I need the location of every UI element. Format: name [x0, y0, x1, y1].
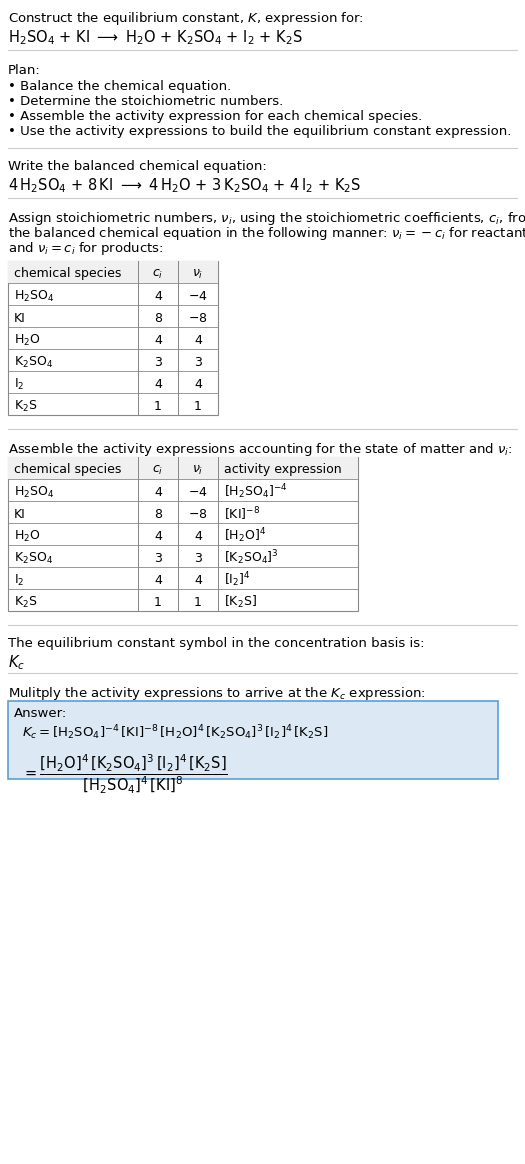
Text: Assemble the activity expressions accounting for the state of matter and $\nu_i$: Assemble the activity expressions accoun… — [8, 441, 513, 457]
Text: 1: 1 — [154, 399, 162, 412]
Text: KI: KI — [14, 312, 26, 325]
Text: $[\mathrm{K_2SO_4}]^{3}$: $[\mathrm{K_2SO_4}]^{3}$ — [224, 548, 279, 567]
Text: 4: 4 — [154, 334, 162, 347]
Text: 8: 8 — [154, 508, 162, 520]
Text: $\mathrm{K_2S}$: $\mathrm{K_2S}$ — [14, 595, 37, 610]
Text: Answer:: Answer: — [14, 707, 67, 721]
Text: and $\nu_i = c_i$ for products:: and $\nu_i = c_i$ for products: — [8, 240, 164, 257]
Text: Write the balanced chemical equation:: Write the balanced chemical equation: — [8, 159, 267, 173]
Text: 4: 4 — [194, 377, 202, 390]
Text: 4: 4 — [154, 574, 162, 587]
Text: $\mathrm{K_2S}$: $\mathrm{K_2S}$ — [14, 398, 37, 413]
Text: 4: 4 — [154, 290, 162, 303]
Text: $K_c$: $K_c$ — [8, 653, 25, 672]
Text: • Use the activity expressions to build the equilibrium constant expression.: • Use the activity expressions to build … — [8, 125, 511, 139]
Text: chemical species: chemical species — [14, 463, 121, 476]
Text: $[\mathrm{KI}]^{-8}$: $[\mathrm{KI}]^{-8}$ — [224, 505, 260, 523]
Text: 1: 1 — [194, 596, 202, 609]
Text: $-8$: $-8$ — [188, 508, 208, 520]
Text: $= \dfrac{[\mathrm{H_2O}]^{4}\,[\mathrm{K_2SO_4}]^{3}\,[\mathrm{I_2}]^{4}\,[\mat: $= \dfrac{[\mathrm{H_2O}]^{4}\,[\mathrm{… — [22, 753, 228, 796]
Text: 3: 3 — [154, 552, 162, 565]
Text: $c_i$: $c_i$ — [152, 463, 164, 476]
Text: $\mathrm{H_2O}$: $\mathrm{H_2O}$ — [14, 333, 40, 348]
Text: 1: 1 — [194, 399, 202, 412]
Text: $\mathrm{I_2}$: $\mathrm{I_2}$ — [14, 376, 25, 391]
Text: Plan:: Plan: — [8, 64, 41, 77]
Text: $\mathrm{K_2SO_4}$: $\mathrm{K_2SO_4}$ — [14, 551, 53, 566]
Text: activity expression: activity expression — [224, 463, 342, 476]
Text: $-4$: $-4$ — [188, 485, 208, 498]
Text: $K_c = [\mathrm{H_2SO_4}]^{-4}\,[\mathrm{KI}]^{-8}\,[\mathrm{H_2O}]^{4}\,[\mathr: $K_c = [\mathrm{H_2SO_4}]^{-4}\,[\mathrm… — [22, 723, 329, 741]
Text: The equilibrium constant symbol in the concentration basis is:: The equilibrium constant symbol in the c… — [8, 637, 425, 650]
Text: chemical species: chemical species — [14, 268, 121, 281]
Bar — [8, 457, 358, 611]
Text: Assign stoichiometric numbers, $\nu_i$, using the stoichiometric coefficients, $: Assign stoichiometric numbers, $\nu_i$, … — [8, 210, 525, 227]
Text: the balanced chemical equation in the following manner: $\nu_i = -c_i$ for react: the balanced chemical equation in the fo… — [8, 225, 525, 242]
Text: • Assemble the activity expression for each chemical species.: • Assemble the activity expression for e… — [8, 111, 422, 123]
Text: 4: 4 — [154, 485, 162, 498]
Bar — [8, 261, 218, 283]
Text: $[\mathrm{H_2SO_4}]^{-4}$: $[\mathrm{H_2SO_4}]^{-4}$ — [224, 483, 288, 502]
Text: 4: 4 — [154, 530, 162, 542]
Text: $\mathrm{H_2SO_4}$: $\mathrm{H_2SO_4}$ — [14, 289, 54, 304]
Text: 3: 3 — [154, 355, 162, 369]
Text: $4\,\mathrm{H_2SO_4}$ + $8\,\mathrm{KI}$ $\longrightarrow$ $4\,\mathrm{H_2O}$ + : $4\,\mathrm{H_2SO_4}$ + $8\,\mathrm{KI}$… — [8, 176, 361, 194]
Text: 4: 4 — [194, 574, 202, 587]
Text: 4: 4 — [154, 377, 162, 390]
Text: $\mathrm{K_2SO_4}$: $\mathrm{K_2SO_4}$ — [14, 355, 53, 369]
Text: 1: 1 — [154, 596, 162, 609]
Text: 3: 3 — [194, 355, 202, 369]
Text: Mulitply the activity expressions to arrive at the $K_c$ expression:: Mulitply the activity expressions to arr… — [8, 684, 426, 702]
Text: $[\mathrm{H_2O}]^{4}$: $[\mathrm{H_2O}]^{4}$ — [224, 526, 266, 546]
Text: 4: 4 — [194, 334, 202, 347]
Text: KI: KI — [14, 508, 26, 520]
Text: $\mathrm{H_2SO_4}$ + KI $\longrightarrow$ $\mathrm{H_2O}$ + $\mathrm{K_2SO_4}$ +: $\mathrm{H_2SO_4}$ + KI $\longrightarrow… — [8, 28, 303, 47]
Text: $\mathrm{H_2SO_4}$: $\mathrm{H_2SO_4}$ — [14, 484, 54, 499]
Text: $-4$: $-4$ — [188, 290, 208, 303]
Text: 3: 3 — [194, 552, 202, 565]
Text: Construct the equilibrium constant, $K$, expression for:: Construct the equilibrium constant, $K$,… — [8, 10, 364, 27]
Text: • Determine the stoichiometric numbers.: • Determine the stoichiometric numbers. — [8, 95, 284, 108]
Text: $[\mathrm{I_2}]^{4}$: $[\mathrm{I_2}]^{4}$ — [224, 570, 250, 589]
FancyBboxPatch shape — [8, 701, 498, 779]
Text: $\nu_i$: $\nu_i$ — [192, 268, 204, 281]
Text: 4: 4 — [194, 530, 202, 542]
Bar — [8, 261, 218, 416]
Text: $c_i$: $c_i$ — [152, 268, 164, 281]
Text: $\mathrm{I_2}$: $\mathrm{I_2}$ — [14, 573, 25, 588]
Bar — [8, 457, 358, 480]
Text: $\mathrm{H_2O}$: $\mathrm{H_2O}$ — [14, 528, 40, 544]
Text: 8: 8 — [154, 312, 162, 325]
Text: $\nu_i$: $\nu_i$ — [192, 463, 204, 476]
Text: $[\mathrm{K_2S}]$: $[\mathrm{K_2S}]$ — [224, 594, 257, 610]
Text: $-8$: $-8$ — [188, 312, 208, 325]
Text: • Balance the chemical equation.: • Balance the chemical equation. — [8, 80, 231, 93]
